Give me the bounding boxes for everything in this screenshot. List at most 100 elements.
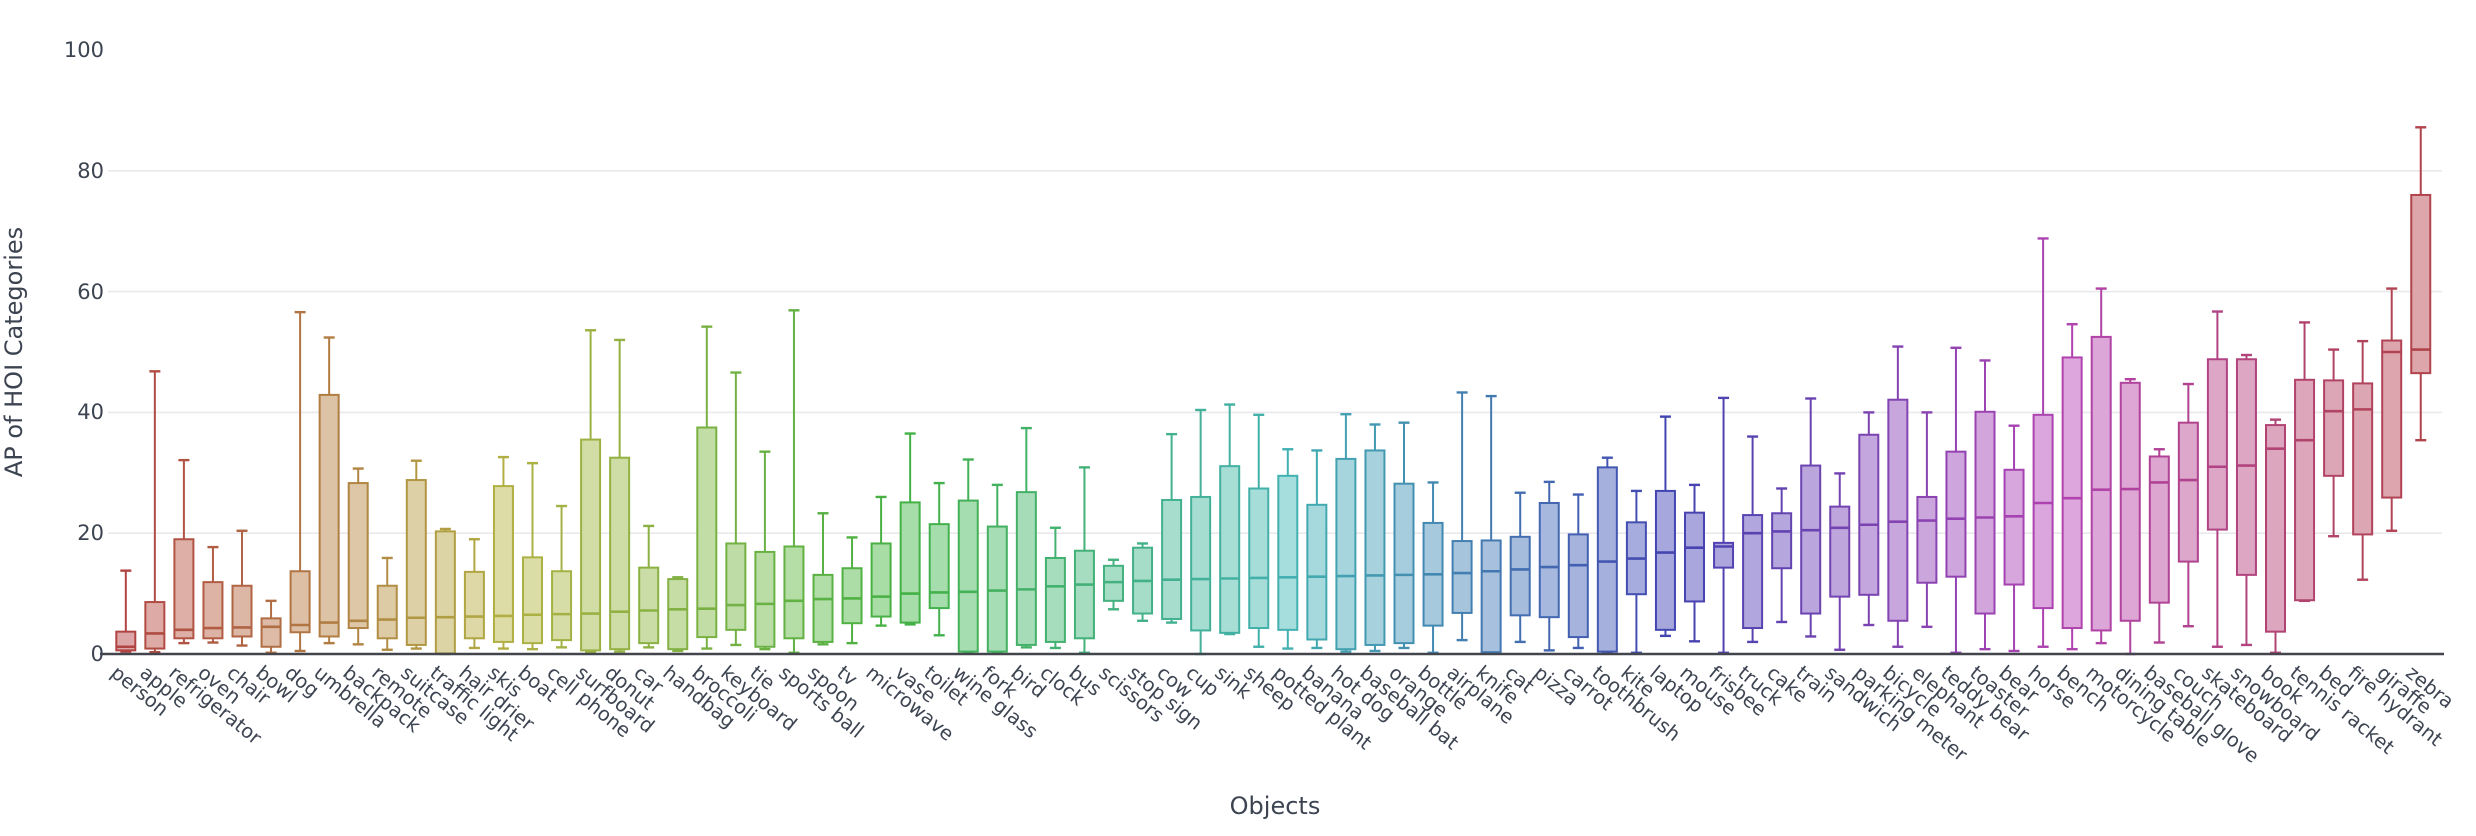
box-fork[interactable] [986,483,1008,654]
iqr-box [1596,466,1618,653]
iqr-box [696,426,718,639]
box-bottle[interactable] [1422,481,1444,654]
box-sandwich[interactable] [1829,472,1851,651]
box-knife[interactable] [1480,394,1502,655]
box-mouse[interactable] [1684,483,1705,643]
box-bird[interactable] [1015,426,1037,649]
box-dining-table[interactable] [2119,377,2141,656]
box-dog[interactable] [289,310,311,653]
box-banana[interactable] [1306,449,1328,650]
box-stop-sign[interactable] [1132,542,1154,622]
iqr-box [1771,512,1793,570]
box-cat[interactable] [1509,491,1531,644]
box-boat[interactable] [522,461,543,651]
box-book[interactable] [2265,418,2286,654]
iqr-box [2090,335,2112,632]
iqr-box [1364,449,1386,646]
iqr-box [1887,398,1909,622]
box-bicycle[interactable] [1887,345,1909,648]
iqr-box [2323,379,2345,477]
box-teddy-bear[interactable] [1945,346,1967,654]
box-giraffe[interactable] [2381,287,2403,532]
box-sheep[interactable] [1248,413,1270,648]
box-toilet[interactable] [928,481,950,637]
box-toothbrush[interactable] [1596,456,1618,655]
box-handbag[interactable] [667,576,689,653]
box-skis[interactable] [492,455,514,650]
box-oven[interactable] [202,545,224,644]
box-truck[interactable] [1742,435,1764,644]
iqr-box [899,501,921,624]
box-cow[interactable] [1161,432,1183,624]
box-donut[interactable] [609,338,631,653]
box-hair-drier[interactable] [463,538,485,650]
box-bench[interactable] [2061,323,2083,651]
box-sink[interactable] [1219,403,1241,636]
iqr-box [1335,457,1357,651]
box-cup[interactable] [1190,408,1212,656]
box-carrot[interactable] [1567,493,1589,650]
box-kite[interactable] [1625,489,1647,654]
box-tie[interactable] [754,450,776,651]
box-remote[interactable] [376,556,398,651]
box-baseball-bat[interactable] [1364,423,1386,653]
box-airplane[interactable] [1451,391,1473,642]
box-car[interactable] [638,524,660,649]
box-sports-ball[interactable] [783,309,805,654]
iqr-box [580,438,602,652]
y-tick-label-100: 100 [63,38,104,62]
box-elephant[interactable] [1916,411,1938,629]
box-keyboard[interactable] [725,371,747,647]
box-umbrella[interactable] [318,336,340,645]
iqr-box [144,601,166,650]
box-vase[interactable] [899,432,921,626]
box-toaster[interactable] [1974,359,1996,651]
box-bear[interactable] [2003,424,2025,653]
box-refrigerator[interactable] [173,458,195,645]
box-skateboard[interactable] [2206,310,2228,648]
box-spoon[interactable] [812,512,834,646]
iqr-box [1480,539,1502,654]
box-snowboard[interactable] [2235,353,2257,647]
box-potted-plant[interactable] [1277,448,1299,650]
box-orange[interactable] [1393,421,1415,650]
box-motorcycle[interactable] [2090,287,2112,645]
box-tennis-racket[interactable] [2294,321,2316,603]
box-person[interactable] [115,569,137,653]
box-fire-hydrant[interactable] [2352,339,2374,581]
x-axis-title: Objects [1229,792,1321,820]
box-train[interactable] [1800,397,1822,638]
box-backpack[interactable] [347,467,369,646]
box-surfboard[interactable] [580,329,602,654]
box-frisbee[interactable] [1713,396,1735,654]
box-scissors[interactable] [1103,558,1124,611]
box-cell-phone[interactable] [551,504,573,649]
box-chair[interactable] [231,529,253,647]
box-horse[interactable] [2032,237,2054,648]
box-bus[interactable] [1073,466,1095,654]
box-laptop[interactable] [1654,415,1676,638]
box-hot-dog[interactable] [1335,413,1357,653]
iqr-box [2032,413,2054,610]
box-bowl[interactable] [260,599,282,654]
box-suitcase[interactable] [405,459,427,650]
box-clock[interactable] [1044,526,1066,650]
box-bed[interactable] [2323,348,2345,538]
box-couch[interactable] [2177,382,2199,628]
box-pizza[interactable] [1538,480,1560,652]
box-tv[interactable] [841,536,863,645]
box-broccoli[interactable] [696,325,718,650]
box-apple[interactable] [144,370,166,654]
box-cake[interactable] [1771,487,1793,624]
box-baseball-glove[interactable] [2148,448,2170,644]
box-zebra[interactable] [2410,126,2432,442]
iqr-box [173,538,195,640]
iqr-box [1567,533,1589,639]
box-traffic-light[interactable] [434,527,456,656]
box-parking-meter[interactable] [1858,411,1880,627]
box-wine-glass[interactable] [957,458,979,654]
iqr-box [1742,514,1764,630]
iqr-box [1916,495,1938,584]
box-microwave[interactable] [870,495,892,627]
